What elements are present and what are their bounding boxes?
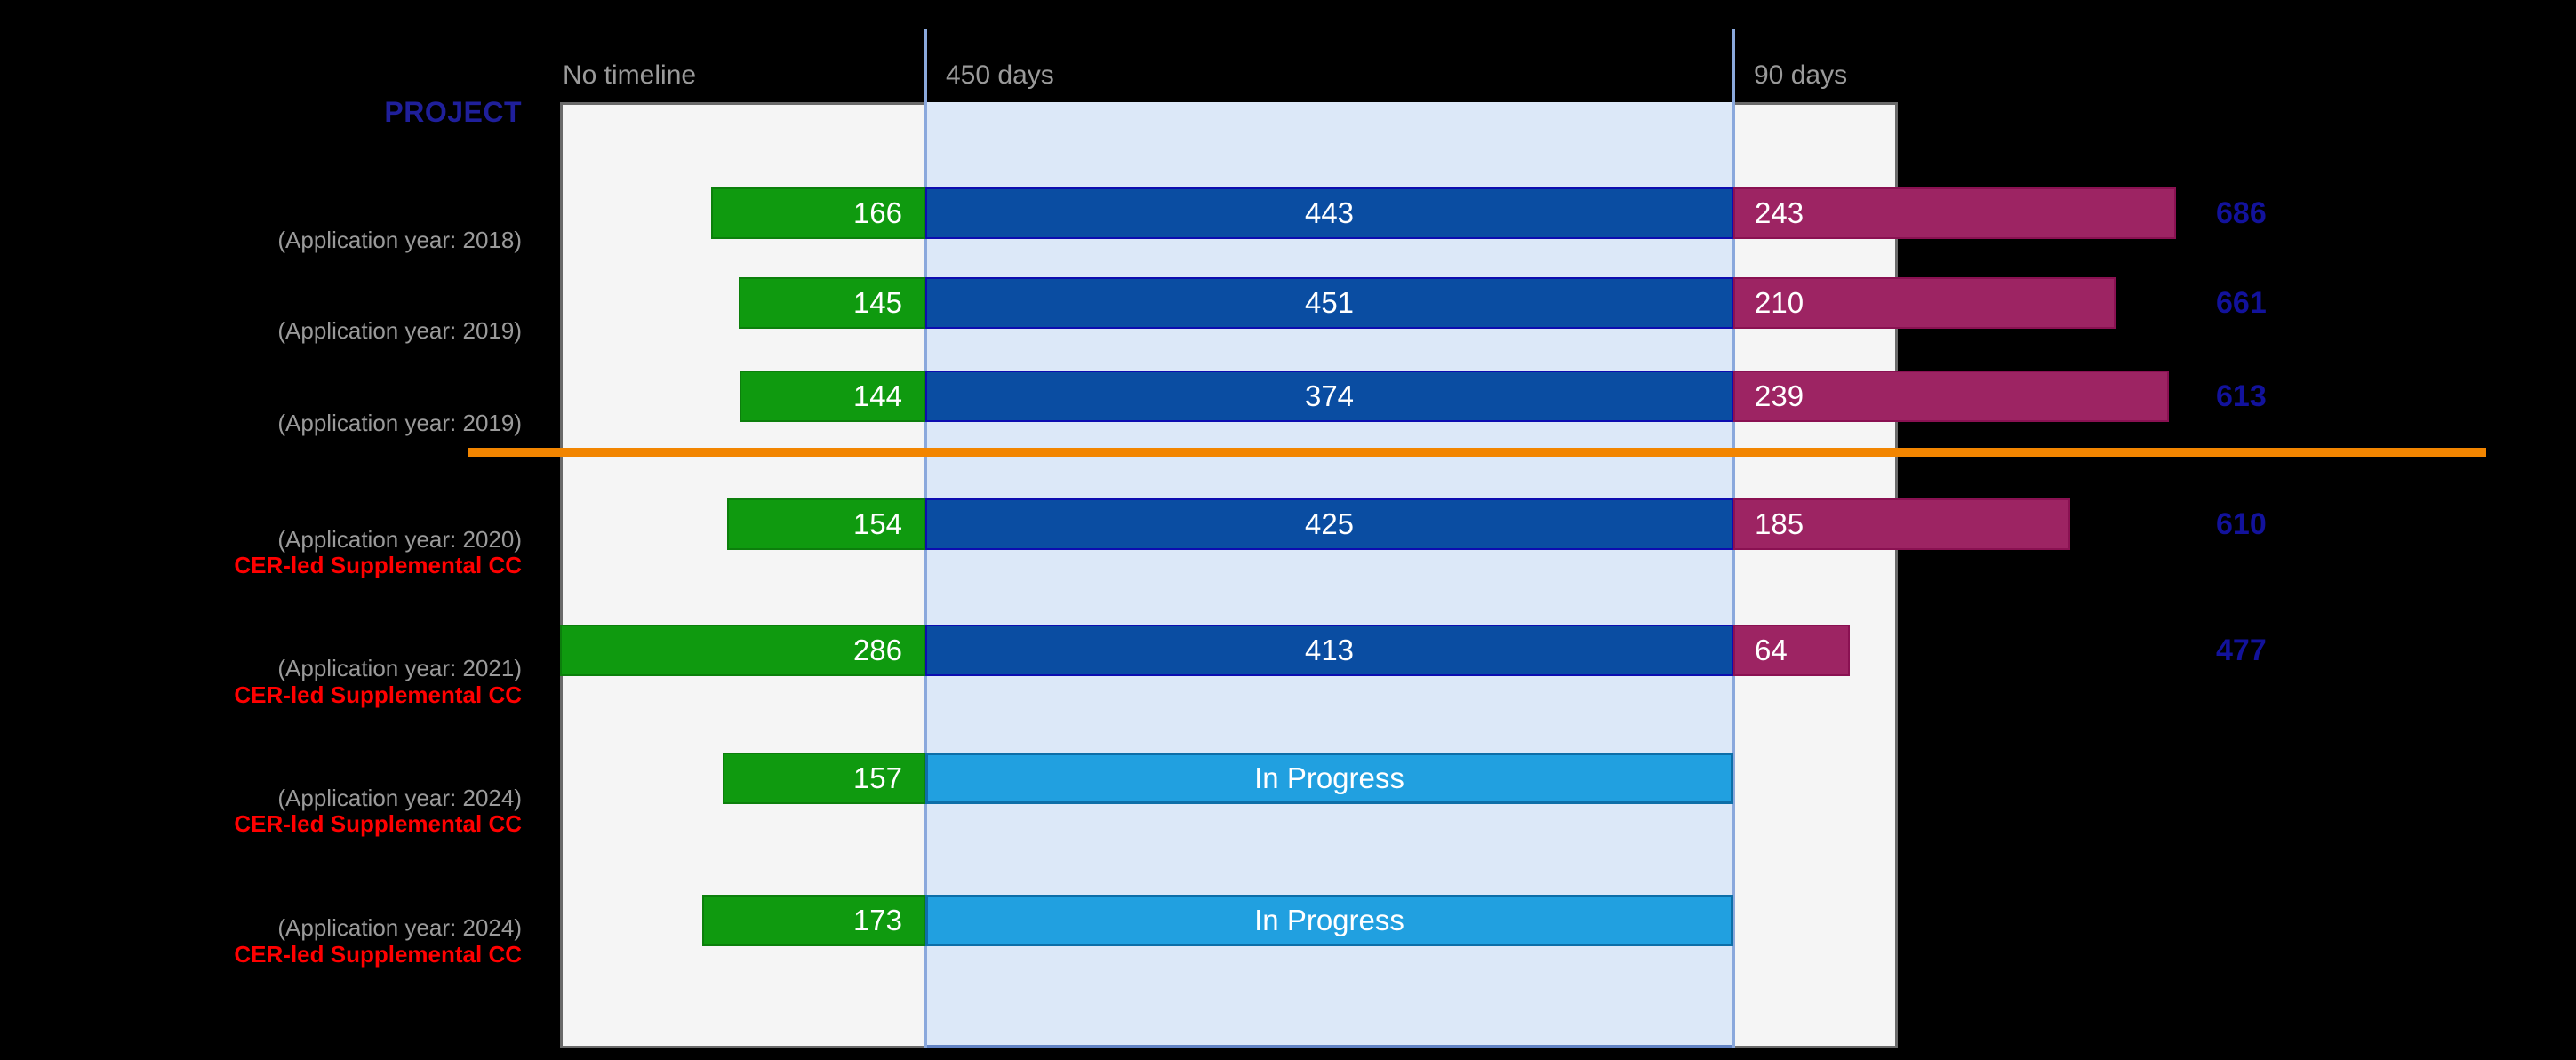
- decision-days-bar: 243: [1733, 187, 2176, 239]
- total-days-value: 613: [2216, 379, 2267, 413]
- review-days-bar: 413: [925, 625, 1733, 676]
- orange-separator-line: [468, 448, 2486, 457]
- application-year-label: (Application year: 2018): [277, 226, 522, 253]
- application-year-label: (Application year: 2019): [277, 316, 522, 344]
- cer-led-supplemental-cc-label: CER-led Supplemental CC: [234, 551, 522, 578]
- no-timeline-bar: 286: [560, 625, 925, 676]
- application-year-label: (Application year: 2020): [277, 525, 522, 553]
- no-timeline-bar: 154: [727, 498, 925, 550]
- no-timeline-bar: 144: [740, 371, 925, 422]
- cer-led-supplemental-cc-label: CER-led Supplemental CC: [234, 809, 522, 837]
- decision-days-bar: 185: [1733, 498, 2070, 550]
- 450-day-band: [925, 102, 1733, 1048]
- column-header-450-days: 450 days: [946, 60, 1054, 90]
- application-year-label: (Application year: 2024): [277, 784, 522, 811]
- review-days-bar: 374: [925, 371, 1733, 422]
- total-days-value: 661: [2216, 285, 2267, 320]
- review-days-bar: 443: [925, 187, 1733, 239]
- column-header-no-timeline: No timeline: [563, 60, 697, 90]
- review-days-bar: 451: [925, 277, 1733, 329]
- decision-days-bar: 64: [1733, 625, 1850, 676]
- in-progress-bar: In Progress: [925, 895, 1733, 946]
- no-timeline-bar: 173: [702, 895, 925, 946]
- total-days-value: 610: [2216, 506, 2267, 541]
- cer-led-supplemental-cc-label: CER-led Supplemental CC: [234, 681, 522, 708]
- total-days-value: 686: [2216, 195, 2267, 230]
- no-timeline-bar: 145: [739, 277, 925, 329]
- decision-days-bar: 210: [1733, 277, 2116, 329]
- cer-led-supplemental-cc-label: CER-led Supplemental CC: [234, 940, 522, 968]
- total-days-value: 477: [2216, 633, 2267, 667]
- no-timeline-bar: 166: [711, 187, 925, 239]
- review-days-bar: 425: [925, 498, 1733, 550]
- application-year-label: (Application year: 2024): [277, 913, 522, 941]
- application-year-label: (Application year: 2019): [277, 409, 522, 436]
- decision-days-bar: 239: [1733, 371, 2169, 422]
- no-timeline-bar: 157: [723, 753, 925, 804]
- application-year-label: (Application year: 2021): [277, 654, 522, 681]
- column-header-90-days: 90 days: [1754, 60, 1848, 90]
- project-column-header: PROJECT: [384, 95, 522, 128]
- in-progress-bar: In Progress: [925, 753, 1733, 804]
